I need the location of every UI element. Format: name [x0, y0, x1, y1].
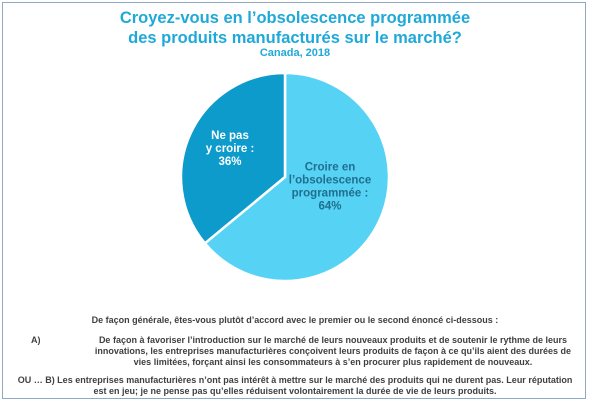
- pie-slice-ne-pas-croire: [179, 71, 287, 246]
- option-a-letter: A): [31, 335, 41, 345]
- slice-label-line: l’obsolescence: [289, 175, 371, 187]
- slice-label-croire: Croire en l’obsolescence programmée :64%: [289, 162, 371, 213]
- slice-label-line: programmée :: [292, 188, 369, 200]
- slice-label-line: Croire en: [305, 162, 356, 174]
- chart-title-line-1: Croyez-vous en l’obsolescence programmée: [119, 9, 471, 27]
- chart-title: Croyez-vous en l’obsolescence programmée…: [0, 8, 590, 48]
- slice-label-ne-pas-croire: Ne pas y croire :36%: [206, 130, 255, 168]
- chart-subtitle: Canada, 2018: [259, 47, 331, 59]
- option-b-text: OU … B) Les entreprises manufacturières …: [17, 375, 573, 396]
- slice-label-line: 36%: [218, 156, 241, 168]
- slice-label-line: Ne pas: [211, 130, 249, 142]
- option-a-text: De façon à favoriser l’introduction sur …: [94, 335, 572, 367]
- chart-title-line-2: des produits manufacturés sur le marché?: [128, 29, 462, 47]
- slice-label-line: y croire :: [206, 143, 255, 155]
- slice-label-line: 64%: [318, 201, 341, 213]
- survey-question: De façon générale, êtes-vous plutôt d’ac…: [91, 315, 499, 325]
- pie-slice-croire: [203, 71, 391, 283]
